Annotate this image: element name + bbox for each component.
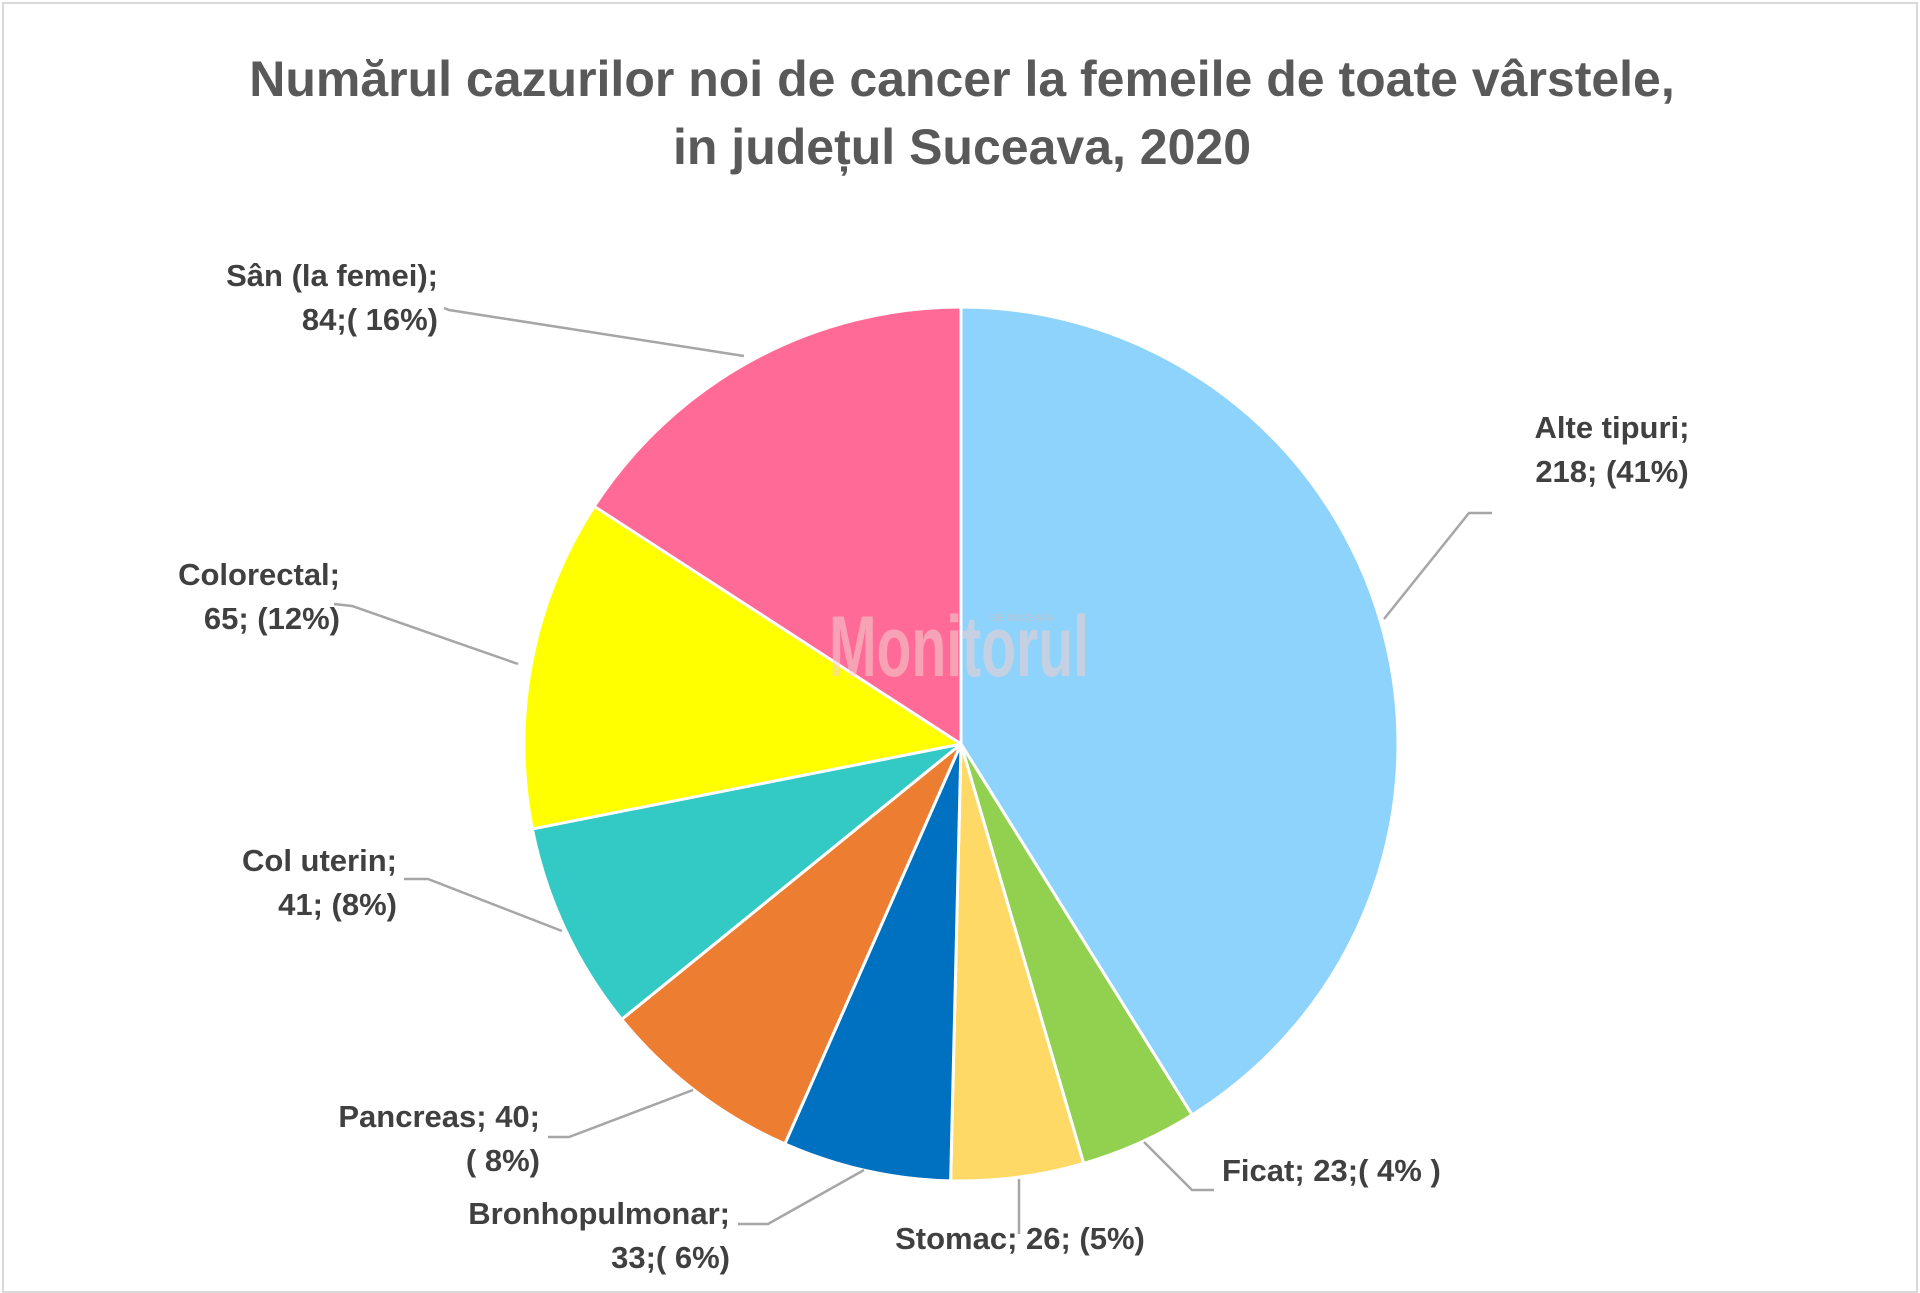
pie-slice-san-la-femei bbox=[592, 305, 963, 746]
data-label-line: 65; (12%) bbox=[204, 601, 340, 636]
data-label-san-la-femei: Sân (la femei); 84;( 16%) bbox=[226, 258, 438, 337]
leader-line-bronhopulmonar bbox=[738, 1168, 865, 1226]
pie-slice-alte-tipuri bbox=[959, 305, 1400, 1117]
data-label-line: Pancreas; 40; bbox=[338, 1099, 540, 1134]
leader-line-ficat bbox=[1143, 1141, 1214, 1192]
data-label-stomac: Stomac; 26; (5%) bbox=[895, 1221, 1145, 1256]
data-label-bronhopulmonar: Bronhopulmonar; 33;( 6%) bbox=[468, 1196, 730, 1275]
pie-slice-col-uterin bbox=[530, 742, 963, 1021]
leader-line-pancreas bbox=[548, 1088, 694, 1139]
data-label-colorectal: Colorectal; 65; (12%) bbox=[178, 557, 340, 636]
data-label-line: 33;( 6%) bbox=[611, 1240, 730, 1275]
watermark-subtext: DE SUCEAVA bbox=[990, 613, 1054, 624]
data-label-line: 84;( 16%) bbox=[302, 302, 438, 337]
data-label-line: Ficat; 23;( 4% ) bbox=[1222, 1153, 1441, 1188]
leader-lines bbox=[333, 306, 1492, 1234]
data-label-pancreas: Pancreas; 40; ( 8%) bbox=[338, 1099, 540, 1178]
leader-line-alte-tipuri bbox=[1383, 511, 1492, 620]
data-label-line: Sân (la femei); bbox=[226, 258, 438, 293]
data-label-line: 41; (8%) bbox=[278, 887, 397, 922]
leader-line-colorectal bbox=[333, 602, 519, 666]
leader-line-col-uterin bbox=[404, 877, 563, 933]
chart-title-line-2: in județul Suceava, 2020 bbox=[673, 119, 1251, 175]
pie-chart: Numărul cazurilor noi de cancer la femei… bbox=[178, 51, 1689, 1275]
data-label-line: ( 8%) bbox=[466, 1143, 540, 1178]
watermark-text: Monitorul bbox=[829, 599, 1089, 695]
data-label-line: 218; (41%) bbox=[1535, 454, 1688, 489]
data-label-alte-tipuri: Alte tipuri; 218; (41%) bbox=[1535, 410, 1690, 489]
leader-line-san-la-femei bbox=[443, 306, 745, 358]
data-label-line: Alte tipuri; bbox=[1535, 410, 1690, 445]
data-label-line: Colorectal; bbox=[178, 557, 340, 592]
pie-slice-colorectal bbox=[522, 504, 963, 831]
pie-slice-pancreas bbox=[620, 742, 963, 1146]
data-labels: Alte tipuri; 218; (41%) Ficat; 23;( 4% ) St… bbox=[178, 258, 1689, 1275]
data-label-line: Col uterin; bbox=[242, 843, 397, 878]
pie-slice-bronhopulmonar bbox=[783, 742, 963, 1183]
data-label-line: Stomac; 26; (5%) bbox=[895, 1221, 1145, 1256]
data-label-ficat: Ficat; 23;( 4% ) bbox=[1222, 1153, 1441, 1188]
watermark-logo: DE SUCEAVA Monitorul bbox=[829, 599, 1089, 695]
data-label-col-uterin: Col uterin; 41; (8%) bbox=[242, 843, 397, 922]
pie-slices bbox=[522, 305, 1400, 1183]
chart-title-line-1: Numărul cazurilor noi de cancer la femei… bbox=[249, 51, 1675, 107]
data-label-line: Bronhopulmonar; bbox=[468, 1196, 730, 1231]
